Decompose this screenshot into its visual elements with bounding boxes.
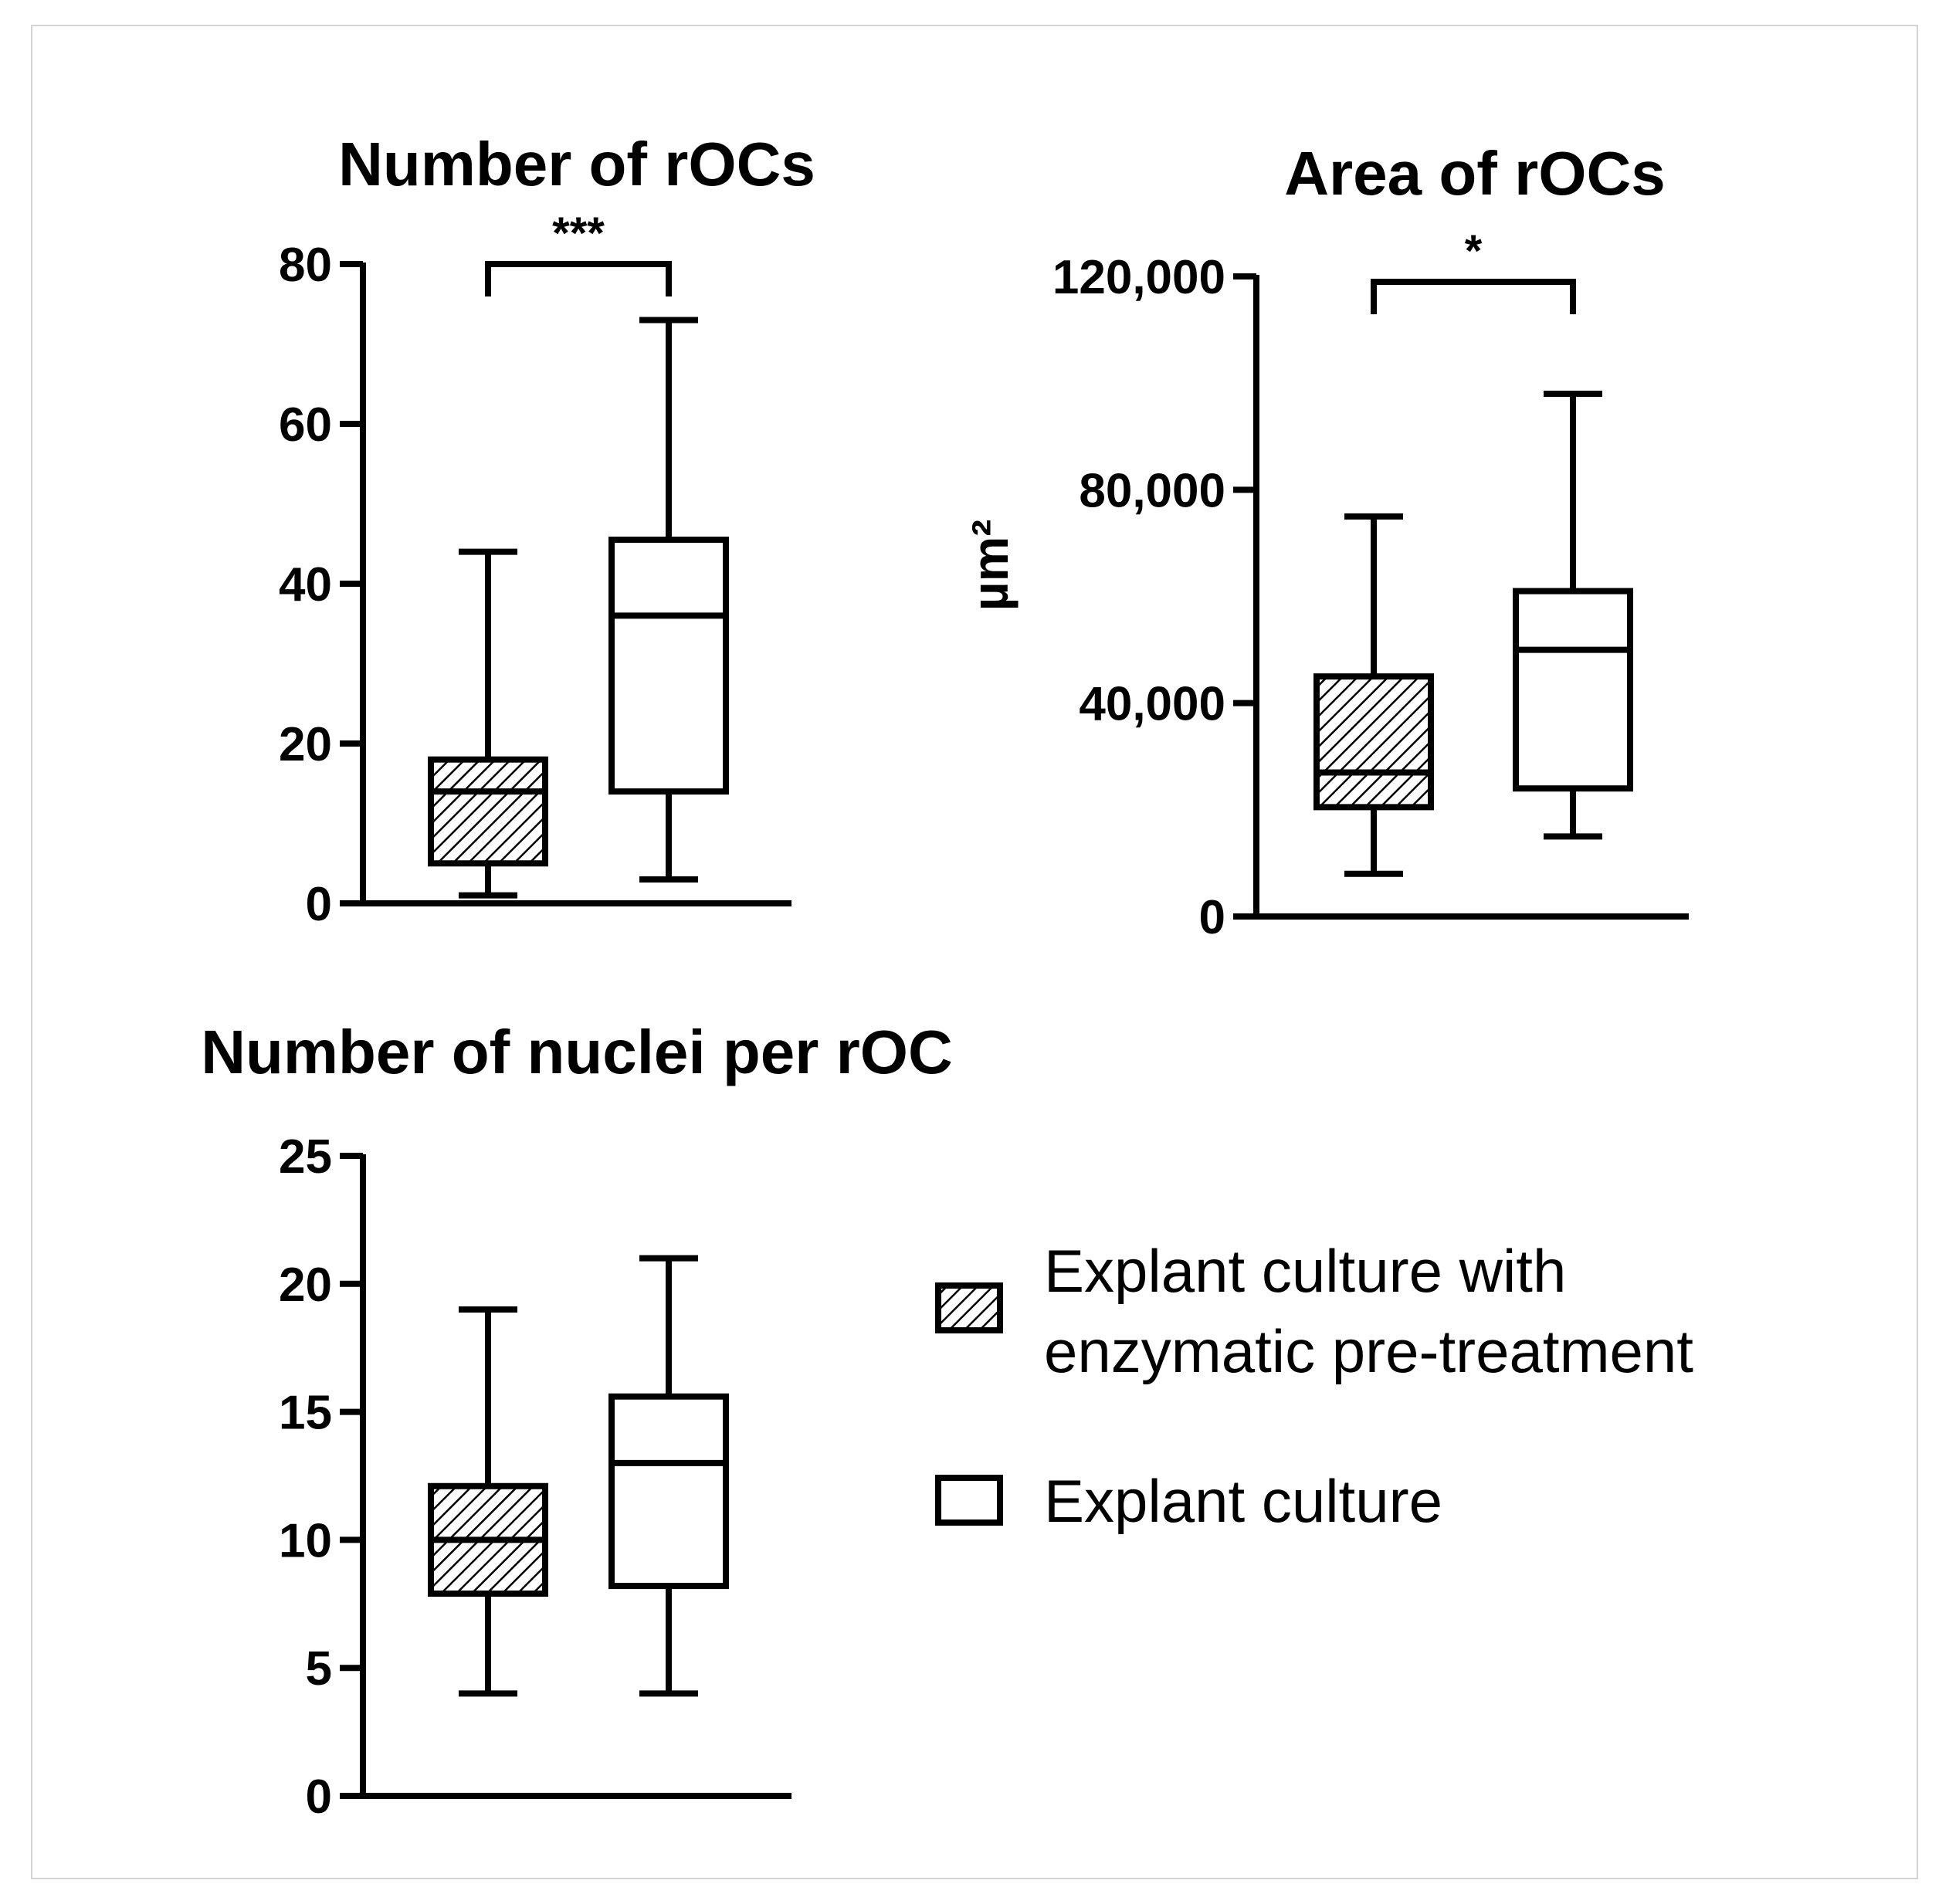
plot-marks: *** (428, 208, 729, 899)
iqr-box (608, 537, 729, 795)
y-tick-label: 40,000 (1079, 678, 1225, 731)
y-tick-label: 25 (279, 1130, 332, 1184)
y-tick-label: 20 (279, 718, 332, 771)
y-tick-label: 80 (279, 239, 332, 292)
iqr-box (1313, 673, 1434, 811)
chart-number-of-nuclei-per-roc: Number of nuclei per rOC 0 5 10 15 20 25 (201, 1018, 952, 1824)
iqr-box (608, 1393, 729, 1590)
legend-label-line: Explant culture with (1044, 1237, 1566, 1305)
y-tick-label: 80,000 (1079, 464, 1225, 517)
axes: 0 40,000 80,000 120,000 (1052, 251, 1689, 944)
significance-bracket (1371, 279, 1576, 314)
legend-label-line: Explant culture (1044, 1467, 1442, 1535)
significance-bracket (485, 261, 672, 296)
chart-title: Area of rOCs (1284, 139, 1665, 208)
y-tick-label: 0 (306, 1770, 332, 1824)
box-enzymatic-pretreatment (428, 548, 548, 899)
box-enzymatic-pretreatment (1313, 513, 1434, 877)
y-axis-label: µm² (961, 520, 1019, 612)
chart-area-of-rocs: Area of rOCs µm² 0 40,000 80,000 120,000 * (961, 139, 1689, 944)
y-tick-label: 40 (279, 558, 332, 612)
legend: Explant culture with enzymatic pre-treat… (935, 1237, 1693, 1535)
iqr-box (428, 756, 548, 867)
figure-frame (31, 25, 1918, 1879)
legend-item-open: Explant culture (935, 1467, 1442, 1535)
plot-marks (428, 1255, 729, 1697)
significance-marker: *** (552, 208, 605, 259)
iqr-box (1513, 588, 1633, 792)
significance-marker: * (1465, 226, 1483, 276)
legend-swatch-hatched (935, 1282, 1003, 1333)
y-tick-label: 10 (279, 1514, 332, 1567)
y-tick-label: 120,000 (1052, 251, 1225, 304)
axes: 0 20 40 60 80 (279, 239, 791, 931)
box-explant-culture (608, 1255, 729, 1697)
legend-label-line: enzymatic pre-treatment (1044, 1317, 1693, 1385)
box-enzymatic-pretreatment (428, 1306, 548, 1697)
legend-swatch-open (935, 1475, 1003, 1526)
y-tick-label: 0 (306, 878, 332, 931)
box-explant-culture (1513, 390, 1633, 840)
y-tick-label: 0 (1199, 891, 1225, 944)
chart-number-of-rocs: Number of rOCs 0 20 40 60 80 *** (279, 130, 815, 931)
y-tick-label: 5 (306, 1642, 332, 1696)
axes: 0 5 10 15 20 25 (279, 1130, 791, 1824)
y-tick-label: 60 (279, 398, 332, 452)
y-tick-label: 20 (279, 1259, 332, 1312)
y-tick-label: 15 (279, 1387, 332, 1440)
chart-title: Number of rOCs (338, 130, 815, 198)
plot-marks: * (1313, 226, 1633, 877)
legend-item-hatched: Explant culture with enzymatic pre-treat… (935, 1237, 1693, 1385)
box-explant-culture (608, 317, 729, 883)
chart-title: Number of nuclei per rOC (201, 1018, 952, 1086)
